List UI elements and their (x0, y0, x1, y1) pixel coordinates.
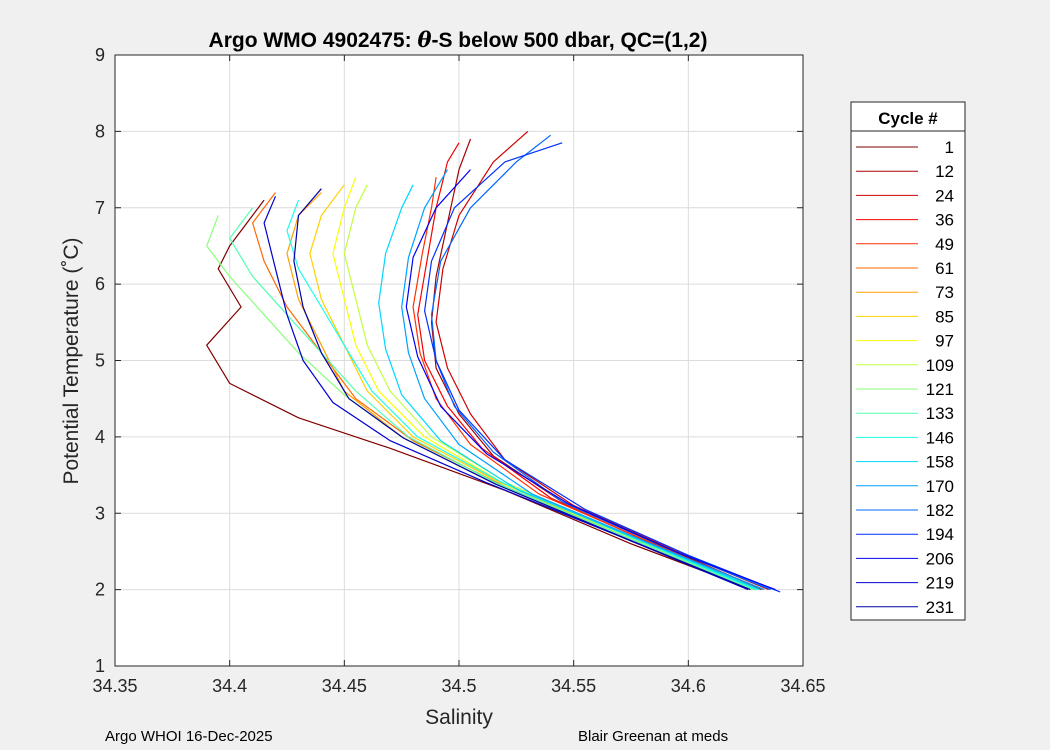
series-line-cycle-133 (229, 207, 756, 591)
legend-label: 1 (945, 138, 954, 157)
legend-label: 36 (935, 211, 954, 230)
legend-label: 231 (926, 598, 954, 617)
y-tick-label: 1 (95, 656, 105, 676)
series-line-cycle-170 (401, 169, 765, 591)
legend-label: 12 (935, 162, 954, 181)
series-line-cycle-219 (263, 196, 749, 591)
legend-label: 73 (935, 283, 954, 302)
x-tick-label: 34.35 (92, 676, 137, 696)
legend-items: 1 12 24 36 49 61 73 85 97 109 121 133 146 158 170 182 19… (856, 138, 954, 617)
footer-left: Argo WHOI 16-Dec-2025 (105, 728, 273, 745)
x-tick-label: 34.45 (322, 676, 367, 696)
legend-label: 194 (926, 525, 954, 544)
legend-label: 133 (926, 404, 954, 423)
legend-label: 49 (935, 235, 954, 254)
legend-label: 97 (935, 332, 954, 351)
legend-label: 182 (926, 501, 954, 520)
series-layer (206, 130, 781, 593)
legend: Cycle # 1 12 24 36 49 61 73 85 97 109 121 133 146 158… (850, 101, 966, 621)
legend-label: 85 (935, 307, 954, 326)
footer-right: Blair Greenan at meds (578, 728, 728, 745)
y-tick-label: 3 (95, 503, 105, 523)
legend-box (850, 101, 966, 621)
y-tick-label: 6 (95, 274, 105, 294)
grid-lines (115, 55, 803, 666)
series-line-cycle-1 (206, 199, 753, 591)
y-tick-label: 9 (95, 45, 105, 65)
series-line-cycle-231 (293, 188, 751, 591)
series-line-cycle-206 (405, 169, 776, 591)
legend-title: Cycle # (878, 109, 938, 128)
legend-label: 146 (926, 428, 954, 447)
y-tick-label: 2 (95, 580, 105, 600)
x-tick-label: 34.6 (671, 676, 706, 696)
legend-label: 206 (926, 549, 954, 568)
legend-label: 121 (926, 380, 954, 399)
axis-ticks: 34.35 34.4 34.45 34.5 34.55 34.6 34.65 1 2 3 4 5 6 7 8… (92, 45, 825, 696)
x-tick-label: 34.55 (551, 676, 596, 696)
series-line-cycle-49 (412, 177, 758, 591)
legend-label: 109 (926, 356, 954, 375)
series-line-cycle-158 (378, 184, 760, 591)
series-line-cycle-24 (435, 130, 769, 591)
x-tick-label: 34.65 (780, 676, 825, 696)
legend-label: 170 (926, 477, 954, 496)
series-line-cycle-85 (309, 184, 756, 591)
y-tick-label: 4 (95, 427, 105, 447)
legend-label: 219 (926, 574, 954, 593)
chart-title: Argo WMO 4902475: θ-S below 500 dbar, QC… (209, 27, 708, 52)
legend-label: 24 (935, 186, 954, 205)
y-tick-label: 5 (95, 351, 105, 371)
y-axis-label: Potential Temperature (˚C) (60, 237, 83, 484)
y-tick-label: 8 (95, 121, 105, 141)
y-tick-label: 7 (95, 198, 105, 218)
series-line-cycle-194 (424, 142, 781, 593)
legend-label: 158 (926, 453, 954, 472)
x-axis-label: Salinity (425, 706, 493, 729)
x-tick-label: 34.5 (441, 676, 476, 696)
legend-label: 61 (935, 259, 954, 278)
x-tick-label: 34.4 (212, 676, 247, 696)
